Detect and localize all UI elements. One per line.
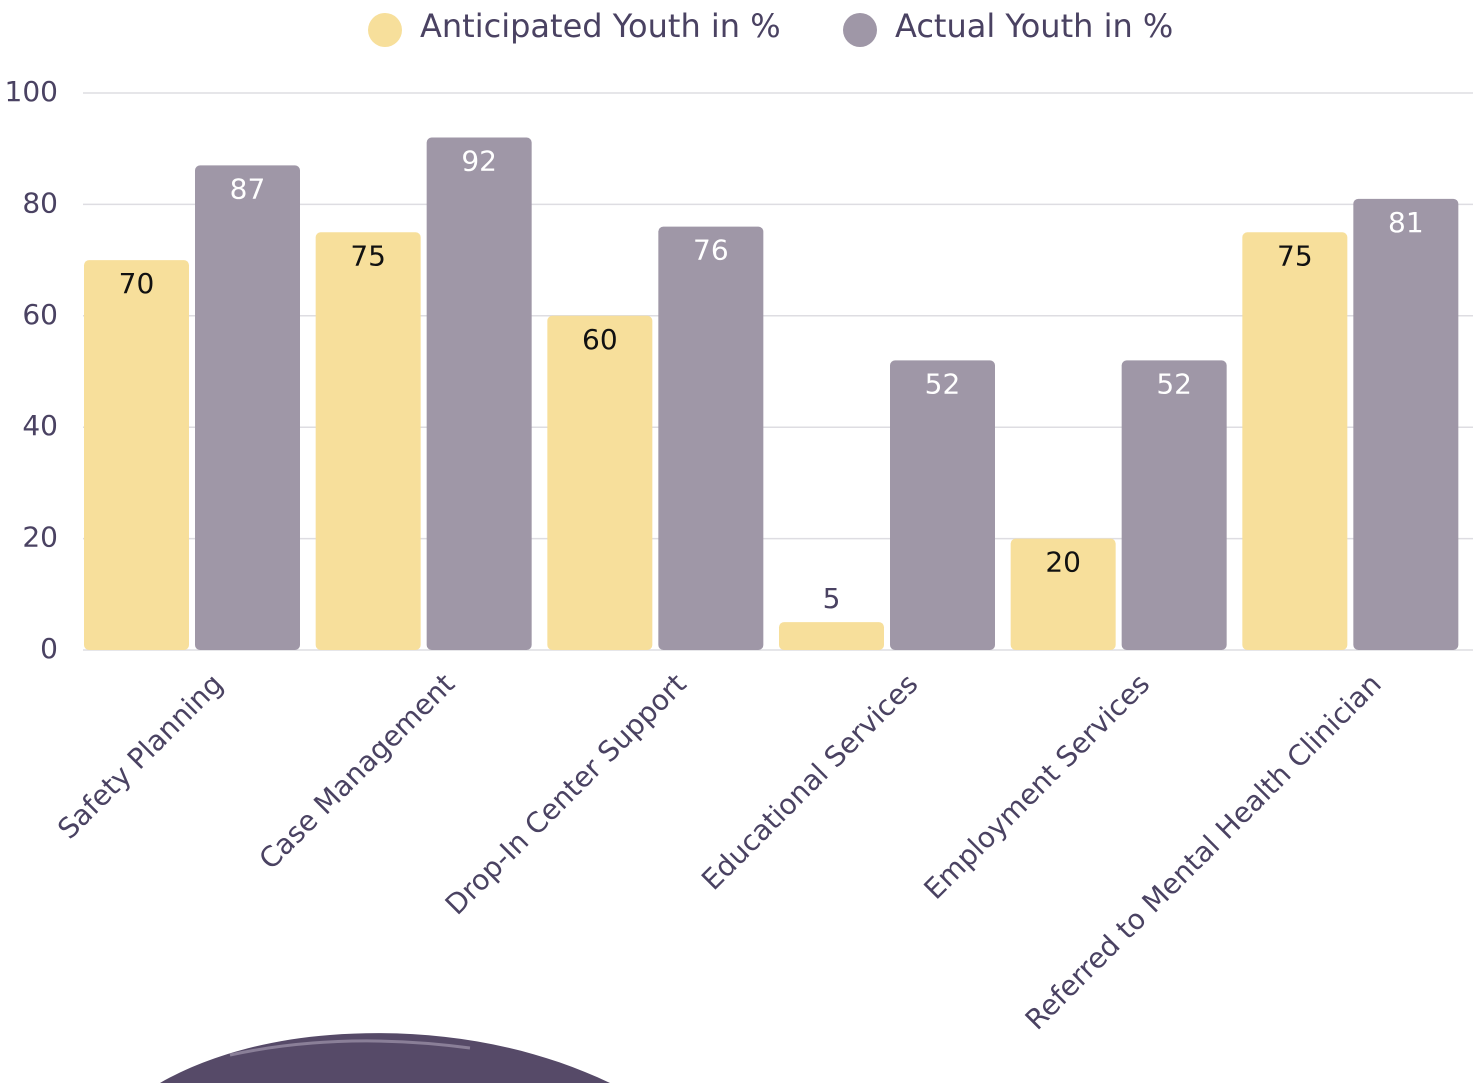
bar [1242, 232, 1348, 650]
bar [315, 232, 421, 650]
decoration [160, 1033, 610, 1083]
y-tick-label: 100 [5, 75, 58, 108]
x-tick-label: Employment Services [918, 667, 1157, 906]
x-tick-label: Safety Planning [51, 667, 229, 845]
value-label: 20 [1045, 546, 1081, 579]
bar [84, 260, 189, 650]
value-label: 75 [1277, 239, 1313, 272]
bar [658, 226, 764, 650]
bar [890, 360, 995, 650]
x-tick-label: Referred to Mental Health Clinician [1019, 667, 1388, 1036]
bar [1010, 538, 1116, 650]
legend-marker [843, 13, 877, 47]
legend-label: Actual Youth in % [895, 7, 1173, 45]
y-tick-label: 60 [22, 298, 58, 331]
y-tick-label: 80 [22, 186, 58, 219]
bar [779, 622, 884, 650]
y-tick-label: 40 [22, 409, 58, 442]
value-label: 87 [230, 172, 266, 205]
x-tick-label: Drop-In Center Support [439, 667, 693, 921]
value-label: 5 [823, 582, 841, 615]
value-label: 52 [1156, 367, 1192, 400]
value-label: 81 [1388, 206, 1424, 239]
legend-label: Anticipated Youth in % [420, 7, 781, 45]
bar [547, 315, 653, 650]
bar [426, 137, 532, 650]
value-label: 52 [925, 367, 961, 400]
value-label: 92 [461, 145, 497, 178]
value-label: 60 [582, 323, 618, 356]
legend-marker [368, 13, 402, 47]
bar [1353, 198, 1459, 650]
value-label: 76 [693, 234, 729, 267]
x-tick-label: Educational Services [695, 667, 924, 896]
bar [1121, 360, 1227, 650]
y-tick-label: 0 [40, 632, 58, 665]
value-label: 75 [350, 239, 386, 272]
decoration [229, 1039, 471, 1057]
value-label: 70 [119, 267, 155, 300]
y-tick-label: 20 [22, 521, 58, 554]
x-tick-label: Case Management [253, 667, 462, 876]
bar [195, 165, 300, 650]
